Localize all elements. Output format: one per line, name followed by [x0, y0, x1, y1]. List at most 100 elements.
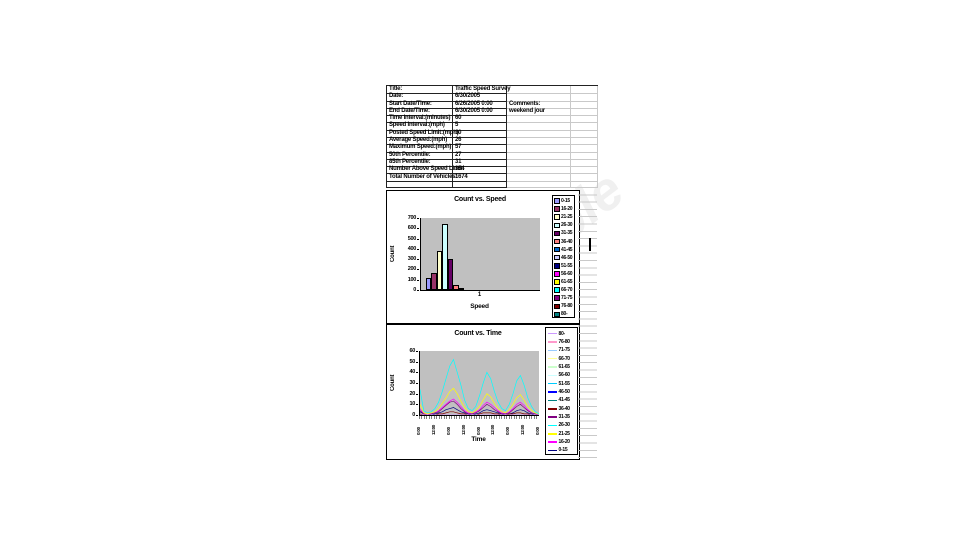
- count-vs-speed-chart[interactable]: Count vs. Speed Count 1 Speed 0-15 16-20 2…: [386, 190, 580, 324]
- y-tick-label: 10: [409, 401, 415, 408]
- x-tick-label: 12:00: [430, 424, 436, 435]
- row-comment-cell[interactable]: [507, 144, 571, 153]
- y-tick-mark: [417, 248, 419, 250]
- legend-label: 61-65: [558, 364, 571, 371]
- row-comment-cell[interactable]: weekend jour: [507, 107, 571, 117]
- x-tick-label: 0:00: [475, 427, 481, 435]
- row-label-cell[interactable]: Start Date/Time:: [387, 100, 453, 109]
- row-comment-cell[interactable]: [507, 137, 571, 146]
- row-label-cell[interactable]: End Date/Time:: [387, 107, 453, 117]
- row-value-cell[interactable]: [453, 180, 507, 189]
- legend-line-icon: [548, 433, 557, 435]
- y-tick-label: 400: [407, 245, 417, 252]
- empty-cell[interactable]: [571, 173, 598, 182]
- legend-line-icon: [548, 374, 557, 377]
- empty-cell[interactable]: [571, 100, 598, 109]
- empty-cell[interactable]: [571, 137, 598, 146]
- row-value-cell[interactable]: Traffic Speed Survey: [453, 86, 511, 95]
- empty-cell[interactable]: [571, 86, 598, 95]
- y-tick-mark: [416, 415, 418, 416]
- row-comment-cell[interactable]: [507, 115, 571, 124]
- legend-item: 41-45: [548, 396, 577, 404]
- row-comment-cell[interactable]: [507, 180, 571, 189]
- row-comment-cell[interactable]: [507, 158, 571, 168]
- empty-cell[interactable]: [571, 122, 598, 131]
- row-label-cell[interactable]: Total Number of Vehicles:: [387, 173, 457, 182]
- row-value-cell[interactable]: 6/30/2005 0:00: [453, 107, 507, 117]
- series-line-26-30: [420, 358, 539, 415]
- legend-swatch-icon: [554, 311, 560, 318]
- row-label-cell[interactable]: 85th Percentile:: [387, 158, 453, 168]
- table-row: Speed Interval:(mph) 5: [387, 122, 598, 131]
- count-vs-time-chart[interactable]: Count vs. Time Count Time 80- 76-80 71-75 6…: [386, 324, 580, 460]
- y-tick-label: 60: [409, 348, 415, 354]
- empty-cell[interactable]: [571, 129, 598, 138]
- row-label-cell[interactable]: Speed Interval:(mph): [387, 122, 453, 131]
- row-comment-cell[interactable]: [507, 173, 571, 182]
- row-label-cell[interactable]: Number Above Speed Limit:: [387, 166, 464, 175]
- empty-cell[interactable]: [571, 93, 598, 102]
- legend-label: 46-50: [561, 254, 573, 261]
- legend-label: 26-30: [558, 422, 571, 429]
- legend-swatch-icon: [554, 295, 560, 301]
- legend-swatch-icon: [554, 198, 560, 204]
- series-line-36-40: [420, 411, 539, 415]
- row-label-cell[interactable]: Maximum Speed:(mph): [387, 144, 453, 153]
- legend-item: 76-80: [548, 338, 577, 346]
- legend-item: 36-40: [554, 237, 574, 245]
- table-row: Posted Speed Limit:(mph) 30: [387, 129, 598, 138]
- row-value-cell[interactable]: 30: [453, 129, 507, 138]
- table-row: Start Date/Time: 6/26/2005 0:00 Comments:: [387, 100, 598, 109]
- row-comment-cell[interactable]: [507, 129, 571, 138]
- row-label-cell[interactable]: Date:: [387, 93, 453, 102]
- y-axis-title: Count: [390, 374, 396, 392]
- row-value-cell[interactable]: 6/26/2005 0:00: [453, 100, 507, 109]
- legend-item: 80-: [554, 310, 574, 318]
- legend-item: 41-45: [554, 246, 574, 254]
- legend-line-icon: [548, 408, 557, 410]
- table-row: Average Speed:(mph) 26: [387, 137, 598, 146]
- empty-cell[interactable]: [571, 166, 598, 175]
- row-comment-cell[interactable]: [507, 151, 571, 160]
- y-tick-mark: [416, 393, 418, 395]
- row-value-cell[interactable]: 60: [453, 115, 507, 124]
- row-value-cell[interactable]: 57: [453, 144, 507, 153]
- row-label-cell[interactable]: 50th Percentile:: [387, 151, 453, 160]
- row-label-cell[interactable]: Time Interval:(minutes): [387, 115, 453, 124]
- legend-label: 41-45: [558, 397, 571, 404]
- row-label-cell[interactable]: Posted Speed Limit:(mph): [387, 129, 459, 138]
- row-value-cell[interactable]: 31: [453, 158, 507, 168]
- legend-item: 71-75: [548, 346, 577, 354]
- legend-label: 51-55: [558, 380, 571, 387]
- bar-31-35: [447, 259, 453, 290]
- row-value-cell[interactable]: 5: [453, 122, 507, 131]
- row-comment-cell[interactable]: Comments:: [507, 100, 571, 109]
- row-comment-cell[interactable]: [507, 93, 571, 102]
- row-comment-cell[interactable]: [507, 166, 571, 175]
- row-value-cell[interactable]: 6/30/2005: [453, 93, 507, 102]
- y-tick-label: 0: [412, 412, 415, 418]
- row-label-cell[interactable]: Average Speed:(mph): [387, 137, 453, 146]
- legend-label: 21-25: [558, 430, 571, 437]
- empty-cell[interactable]: [571, 158, 598, 168]
- legend-item: 16-20: [554, 205, 574, 213]
- row-value-cell[interactable]: 26: [453, 137, 507, 146]
- row-value-cell[interactable]: 27: [453, 151, 507, 160]
- speed-chart-legend: 0-15 16-20 21-25 26-30 31-35 36-40 41-45 46-50 5…: [552, 195, 575, 318]
- table-row: Number Above Speed Limit: 354: [387, 166, 598, 175]
- row-label-cell[interactable]: Title:: [387, 86, 453, 95]
- legend-line-icon: [548, 449, 557, 452]
- empty-cell[interactable]: [571, 107, 598, 117]
- legend-item: 21-25: [554, 213, 574, 221]
- legend-label: 76-80: [561, 303, 573, 310]
- row-value-cell[interactable]: 354: [453, 166, 507, 175]
- legend-label: 0-15: [561, 198, 570, 205]
- row-label-cell[interactable]: [387, 180, 453, 189]
- row-comment-cell[interactable]: [507, 86, 571, 95]
- row-value-cell[interactable]: 1674: [453, 173, 507, 182]
- legend-label: 41-45: [561, 246, 573, 253]
- empty-cell[interactable]: [571, 144, 598, 153]
- row-comment-cell[interactable]: [507, 122, 571, 131]
- empty-cell[interactable]: [571, 151, 598, 160]
- empty-cell[interactable]: [571, 115, 598, 124]
